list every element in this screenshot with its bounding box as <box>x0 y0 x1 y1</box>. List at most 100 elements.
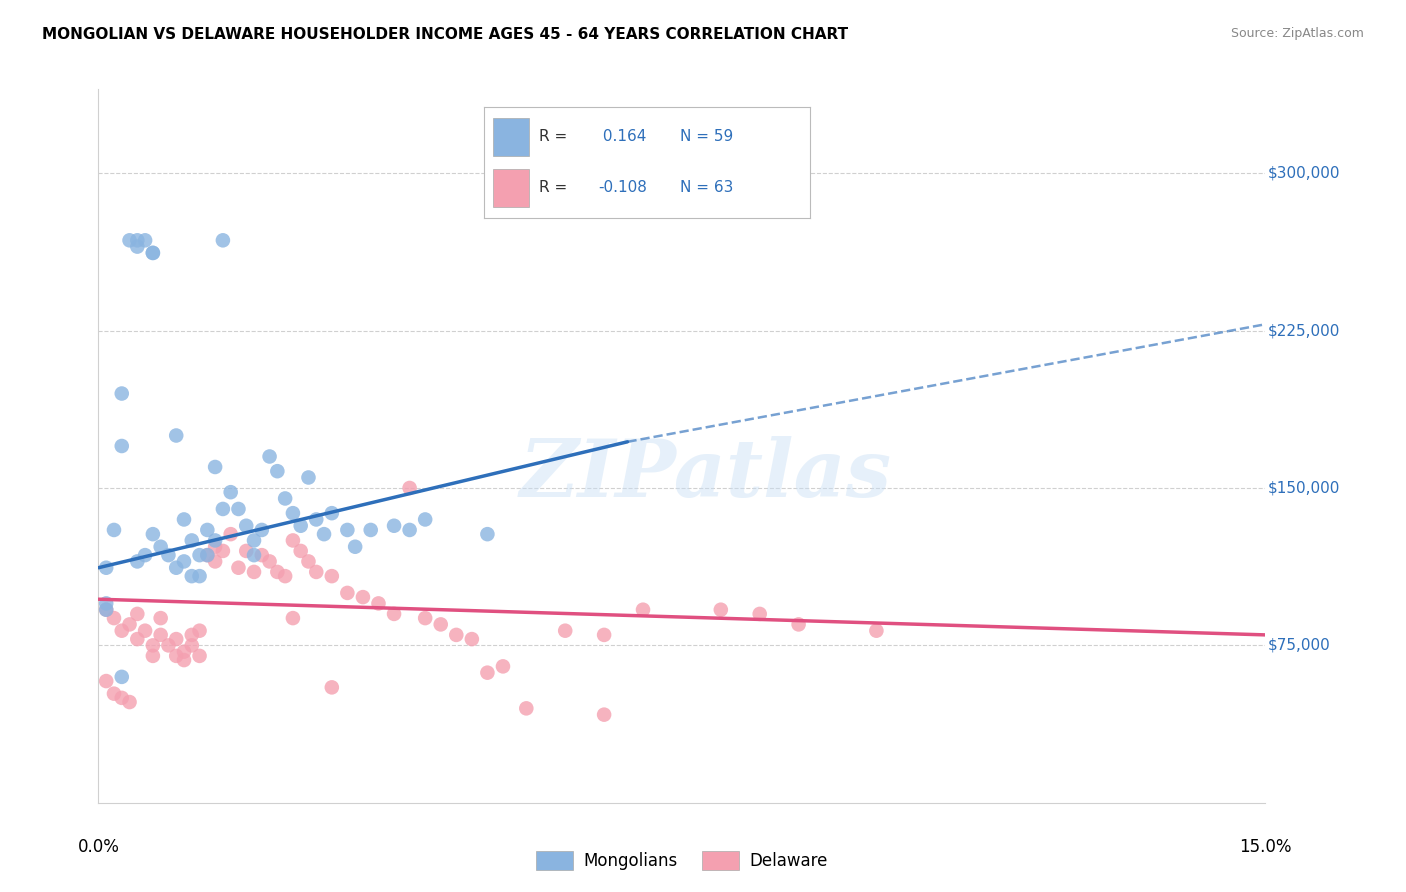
Point <box>446 628 468 642</box>
Point <box>305 565 328 579</box>
Point <box>461 632 484 646</box>
Point <box>96 560 118 574</box>
Point <box>111 690 134 705</box>
Point <box>118 695 141 709</box>
Point <box>274 491 297 506</box>
Point <box>165 428 187 442</box>
Point <box>243 533 266 548</box>
Point <box>398 523 420 537</box>
Point <box>305 512 328 526</box>
Point <box>593 628 616 642</box>
Point <box>312 527 335 541</box>
Point <box>212 233 235 247</box>
Point <box>165 648 187 663</box>
Point <box>554 624 576 638</box>
Point <box>111 439 134 453</box>
Text: ZIPatlas: ZIPatlas <box>519 436 891 513</box>
Point <box>111 624 134 638</box>
Point <box>336 586 359 600</box>
Point <box>149 611 172 625</box>
Point <box>173 554 195 568</box>
Point <box>492 659 515 673</box>
Point <box>243 565 266 579</box>
Point <box>188 648 211 663</box>
Point <box>413 512 436 526</box>
Point <box>118 617 141 632</box>
Text: $225,000: $225,000 <box>1268 323 1340 338</box>
Point <box>212 502 235 516</box>
Point <box>266 565 288 579</box>
Point <box>219 485 242 500</box>
Point <box>173 512 195 526</box>
Point <box>243 548 266 562</box>
Point <box>204 554 226 568</box>
Point <box>228 560 250 574</box>
Point <box>127 239 149 253</box>
Point <box>321 506 343 520</box>
Point <box>103 523 125 537</box>
Point <box>477 527 499 541</box>
Point <box>259 554 281 568</box>
Point <box>142 527 165 541</box>
Text: $150,000: $150,000 <box>1268 481 1340 495</box>
Point <box>165 560 187 574</box>
Point <box>250 523 273 537</box>
Legend: Mongolians, Delaware: Mongolians, Delaware <box>530 844 834 877</box>
Point <box>180 628 202 642</box>
Point <box>127 554 149 568</box>
Point <box>188 624 211 638</box>
Point <box>297 554 319 568</box>
Point <box>188 569 211 583</box>
Text: Source: ZipAtlas.com: Source: ZipAtlas.com <box>1230 27 1364 40</box>
Point <box>195 548 218 562</box>
Point <box>188 548 211 562</box>
Point <box>281 533 304 548</box>
Point <box>127 632 149 646</box>
Point <box>235 518 257 533</box>
Point <box>477 665 499 680</box>
Point <box>111 386 134 401</box>
Point <box>134 624 156 638</box>
Point <box>204 540 226 554</box>
Point <box>142 246 165 260</box>
Point <box>235 544 257 558</box>
Point <box>212 544 235 558</box>
Text: 0.0%: 0.0% <box>77 838 120 856</box>
Point <box>710 603 733 617</box>
Point <box>134 548 156 562</box>
Point <box>96 596 118 610</box>
Point <box>266 464 288 478</box>
Point <box>204 460 226 475</box>
Point <box>631 603 654 617</box>
Point <box>149 540 172 554</box>
Point <box>413 611 436 625</box>
Point <box>250 548 273 562</box>
Point <box>367 596 389 610</box>
Point <box>118 233 141 247</box>
Point <box>281 611 304 625</box>
Point <box>195 523 218 537</box>
Point <box>180 639 202 653</box>
Point <box>134 233 156 247</box>
Point <box>321 681 343 695</box>
Point <box>127 233 149 247</box>
Point <box>157 639 180 653</box>
Point <box>219 527 242 541</box>
Point <box>336 523 359 537</box>
Text: $300,000: $300,000 <box>1268 166 1340 181</box>
Point <box>180 533 202 548</box>
Point <box>103 611 125 625</box>
Point <box>787 617 810 632</box>
Point <box>515 701 537 715</box>
Point <box>149 628 172 642</box>
Point <box>593 707 616 722</box>
Point <box>180 569 202 583</box>
Point <box>382 607 405 621</box>
Point <box>398 481 420 495</box>
Point <box>157 548 180 562</box>
Point <box>96 674 118 689</box>
Point <box>259 450 281 464</box>
Point <box>142 639 165 653</box>
Point <box>865 624 887 638</box>
Text: 15.0%: 15.0% <box>1239 838 1292 856</box>
